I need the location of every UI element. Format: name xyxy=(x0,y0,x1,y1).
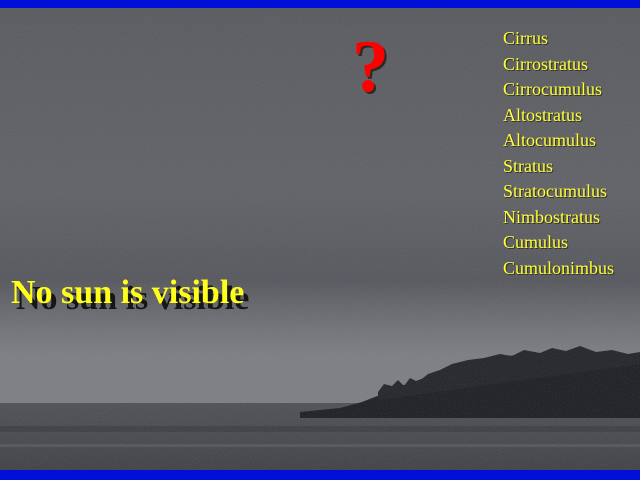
question-mark: ? xyxy=(352,26,389,108)
photo-grain xyxy=(0,8,640,470)
cloud-type-item: Nimbostratus xyxy=(503,206,600,227)
cloud-type-list: Cirrus Cirrostratus Cirrocumulus Altostr… xyxy=(503,26,614,281)
cloud-type-item: Stratus xyxy=(503,155,554,176)
caption: No sun is visible xyxy=(11,274,245,311)
cloud-type-item: Cumulus xyxy=(503,232,569,252)
cloud-type-item: Cumulonimbus xyxy=(503,257,615,278)
cloud-type-item: Altostratus xyxy=(503,104,582,125)
cloud-type-item: Cirrostratus xyxy=(503,53,588,74)
cloud-type-item: Altocumulus xyxy=(503,130,596,150)
cloud-type-item: Cirrocumulus xyxy=(503,79,602,99)
cloud-type-item: Stratocumulus xyxy=(503,181,607,201)
cloud-type-item: Cirrus xyxy=(503,28,548,48)
slide-frame: ? Cirrus Cirrostratus Cirrocumulus Altos… xyxy=(0,8,640,470)
overcast-seascape-photo xyxy=(0,8,640,470)
